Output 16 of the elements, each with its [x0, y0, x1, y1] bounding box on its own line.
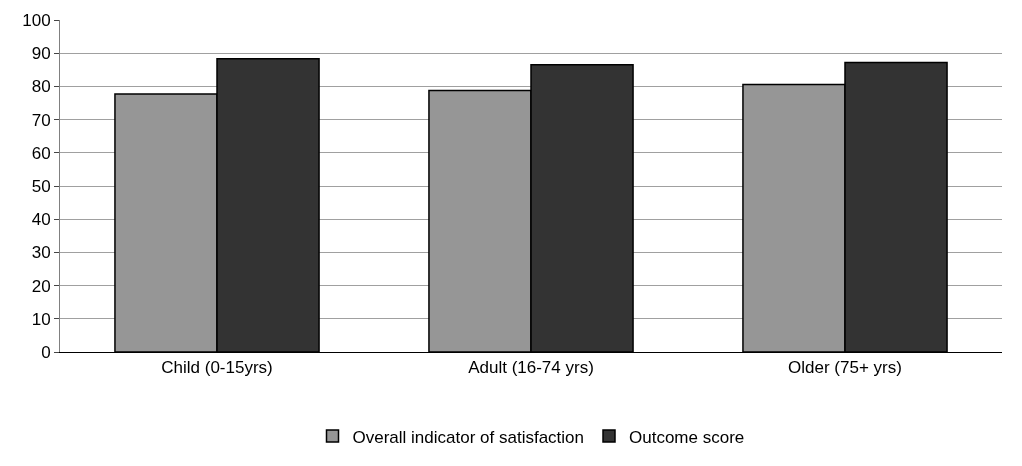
- y-tick-label: 0: [41, 342, 51, 362]
- y-tick-label: 70: [31, 110, 51, 130]
- x-tick-label: Child (0-15yrs): [161, 358, 273, 378]
- y-tick-label: 20: [31, 276, 51, 296]
- y-tick-label: 90: [31, 44, 51, 64]
- y-tick-label: 80: [31, 77, 51, 97]
- x-tick-label: Older (75+ yrs): [788, 358, 902, 378]
- y-tick-label: 40: [31, 210, 51, 230]
- y-tick-label: 100: [22, 10, 51, 30]
- legend-label: Outcome score: [629, 427, 745, 447]
- y-tick-label: 30: [31, 243, 51, 263]
- y-tick-label: 10: [31, 309, 51, 329]
- legend-label: Overall indicator of satisfaction: [352, 427, 584, 447]
- y-tick-label: 50: [31, 176, 51, 196]
- x-tick-label: Adult (16-74 yrs): [468, 358, 594, 378]
- y-tick-label: 60: [31, 143, 51, 163]
